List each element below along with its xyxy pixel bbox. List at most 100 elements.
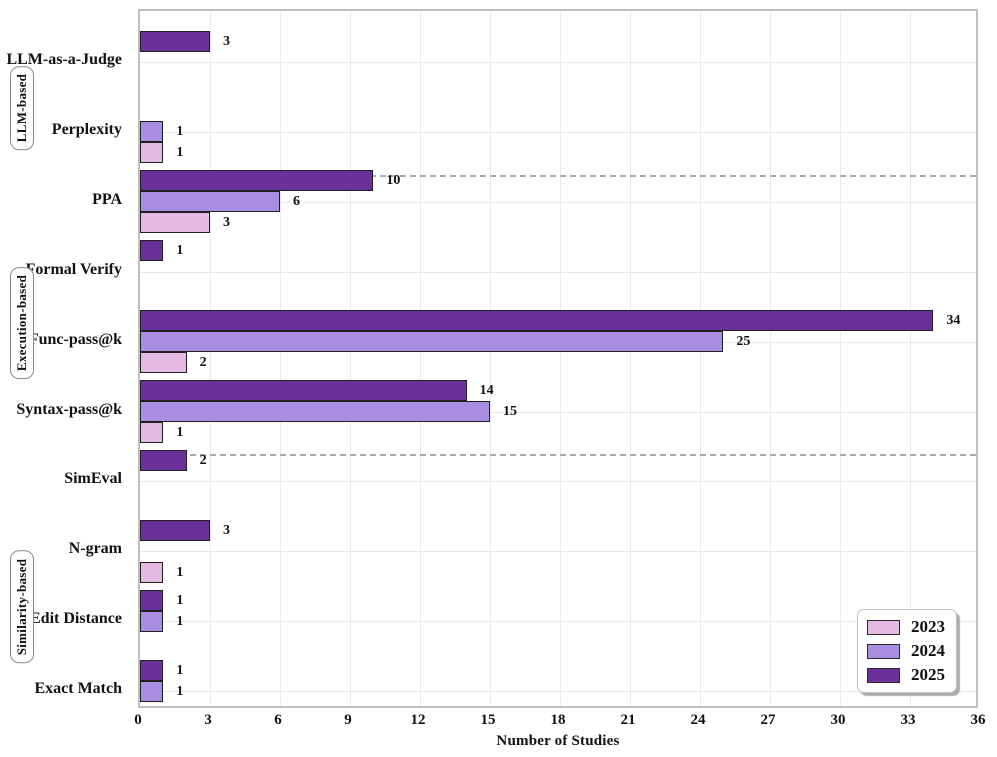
gridline-vertical [560,11,561,706]
legend: 2023 2024 2025 [857,609,957,693]
legend-swatch [867,643,900,659]
bar-value-label: 15 [503,404,517,419]
bar-value-label: 10 [386,173,401,189]
legend-item: 2024 [867,642,945,660]
gridline-vertical [770,11,771,706]
x-tick-label: 21 [620,712,636,728]
x-tick-label: 6 [274,712,282,728]
bar-value-label: 1 [176,662,184,678]
gridline-horizontal [140,551,976,553]
category-label: Formal Verify [25,260,122,278]
gridline-vertical [630,11,631,706]
category-label: PPA [92,190,122,208]
bar-value-label: 34 [946,313,961,329]
bar-2025 [140,449,187,471]
bar-2025 [140,240,164,262]
bar-2024 [140,401,490,422]
category-label: Exact Match [34,680,122,698]
legend-label: 2024 [911,641,945,660]
x-tick-label: 33 [900,712,916,728]
group-label: Similarity-based [10,550,34,664]
legend-label: 2023 [911,617,945,636]
gridline-vertical [840,11,841,706]
group-label: Execution-based [10,266,34,380]
gridline-horizontal [140,271,976,273]
x-tick-label: 30 [830,712,846,728]
bar-value-label: 1 [176,243,184,259]
category-label: Perplexity [51,120,122,138]
category-label: N-gram [68,540,122,558]
x-tick-label: 9 [344,712,352,728]
x-axis-title: Number of Studies [496,733,620,749]
x-tick-label: 0 [134,712,142,728]
bar-2024 [140,121,164,143]
bar-2025 [140,380,467,401]
gridline-vertical [280,11,281,706]
bar-2025 [140,310,934,332]
gridline-horizontal [140,691,976,693]
bar-value-label: 3 [223,215,230,231]
legend-label: 2025 [911,665,945,684]
category-label: Syntax-pass@k [16,400,122,418]
x-tick-label: 3 [204,712,212,728]
gridline-horizontal [140,131,976,133]
group-separator-line [140,174,976,177]
bar-2024 [140,610,164,632]
bar-value-label: 1 [176,613,184,629]
bar-2023 [140,422,164,443]
gridline-vertical [210,11,211,706]
bar-value-label: 1 [176,425,184,440]
bar-2025 [140,659,164,681]
bar-value-label: 25 [736,334,751,350]
bar-value-label: 1 [176,564,184,580]
gridline-horizontal [140,201,976,203]
bar-value-label: 3 [223,33,230,49]
legend-swatch [867,619,900,635]
gridline-horizontal [140,481,976,483]
bar-value-label: 14 [479,383,494,398]
bar-2025 [140,519,210,541]
bar-2025 [140,589,164,611]
group-separator-line [140,454,976,457]
category-label: Func-pass@k [28,330,122,348]
gridline-horizontal [140,411,976,413]
x-tick-label: 12 [410,712,426,728]
bar-value-label: 2 [199,355,207,371]
gridline-vertical [490,11,491,706]
x-tick-label: 36 [970,712,986,728]
gridline-vertical [910,11,911,706]
bar-value-label: 1 [176,592,184,608]
gridline-vertical [420,11,421,706]
bar-2024 [140,191,280,213]
category-label: Edit Distance [30,610,122,628]
category-label: LLM-as-a-Judge [6,51,122,68]
bar-2023 [140,212,210,234]
bar-2023 [140,352,187,374]
bar-value-label: 2 [199,452,207,468]
x-tick-label: 15 [480,712,496,728]
bar-value-label: 1 [176,683,184,699]
legend-swatch [867,667,900,683]
gridline-vertical [350,11,351,706]
legend-item: 2023 [867,618,945,636]
x-tick-label: 27 [760,712,776,728]
bar-value-label: 1 [176,124,184,140]
bar-2024 [140,680,164,702]
bar-2023 [140,561,164,583]
gridline-horizontal [140,621,976,623]
bar-value-label: 3 [223,522,230,538]
bar-2024 [140,331,724,353]
bar-value-label: 1 [176,145,184,161]
bar-2023 [140,142,164,164]
group-label: LLM-based [10,65,34,151]
legend-item: 2025 [867,666,945,684]
x-tick-label: 24 [690,712,706,728]
gridline-vertical [700,11,701,706]
bar-2025 [140,170,374,192]
bar-2025 [140,30,210,52]
bar-value-label: 6 [293,194,300,210]
x-tick-label: 18 [550,712,566,728]
plot-area: 1 3 2 1 1 1 6 25 15 1 1 3 10 1 34 14 2 3 1 1 [138,9,978,708]
gridline-horizontal [140,62,976,63]
